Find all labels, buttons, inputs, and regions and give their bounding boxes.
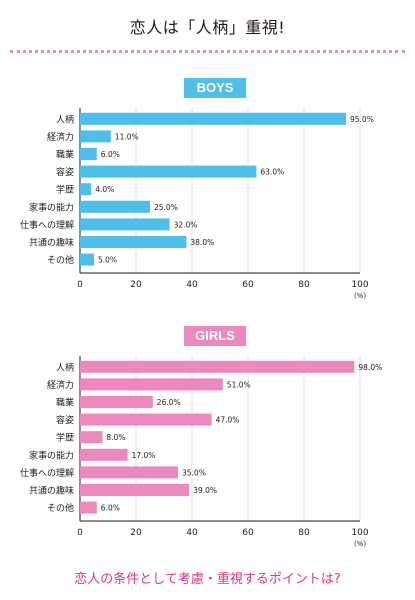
girls-bar bbox=[80, 448, 128, 461]
boys-bar bbox=[80, 183, 92, 196]
boys-bar bbox=[80, 236, 187, 248]
boys-category-label: 共通の趣味 bbox=[29, 237, 74, 249]
girls-tick-label: 80 bbox=[298, 528, 310, 538]
girls-bar bbox=[80, 484, 190, 496]
page-title: 恋人は「人柄」重視! bbox=[129, 18, 286, 37]
girls-bar bbox=[80, 466, 178, 479]
boys-bar bbox=[80, 218, 170, 231]
girls-category-label: 学歴 bbox=[56, 432, 74, 444]
girls-data-label: 51.0% bbox=[227, 380, 251, 389]
boys-category-label: 職業 bbox=[56, 149, 74, 161]
girls-data-label: 26.0% bbox=[157, 398, 181, 407]
girls-category-label: その他 bbox=[47, 502, 74, 514]
page-caption: 恋人の条件として考慮・重視するポイントは? bbox=[74, 572, 341, 587]
boys-category-label: 容姿 bbox=[56, 166, 74, 178]
boys-bar bbox=[80, 200, 150, 213]
girls-data-label: 98.0% bbox=[358, 363, 382, 372]
boys-category-label: 家事の能力 bbox=[29, 201, 74, 213]
girls-tick-label: 60 bbox=[242, 528, 254, 538]
girls-bar bbox=[80, 360, 355, 373]
boys-category-label: 仕事への理解 bbox=[20, 219, 74, 231]
boys-bar bbox=[80, 165, 257, 178]
boys-data-label: 38.0% bbox=[190, 238, 214, 247]
boys-data-label: 4.0% bbox=[95, 185, 114, 194]
boys-data-label: 11.0% bbox=[115, 132, 139, 141]
boys-tick-label: 20 bbox=[130, 280, 142, 290]
girls-category-label: 仕事への理解 bbox=[20, 467, 74, 479]
boys-category-label: 学歴 bbox=[56, 184, 74, 196]
girls-data-label: 39.0% bbox=[193, 486, 217, 495]
boys-tick-label: 80 bbox=[298, 280, 310, 290]
girls-bar bbox=[80, 431, 103, 444]
girls-category-label: 家事の能力 bbox=[29, 449, 74, 461]
girls-unit-label: (%) bbox=[354, 540, 366, 548]
girls-bar bbox=[80, 501, 97, 514]
boys-unit-label: (%) bbox=[354, 292, 366, 300]
boys-tick-label: 0 bbox=[77, 280, 83, 290]
girls-bar bbox=[80, 378, 223, 391]
girls-tick-label: 20 bbox=[130, 528, 142, 538]
boys-category-label: 人柄 bbox=[56, 113, 74, 125]
girls-data-label: 8.0% bbox=[106, 433, 125, 442]
boys-data-label: 25.0% bbox=[154, 203, 178, 212]
girls-bar bbox=[80, 413, 212, 426]
girls-category-label: 共通の趣味 bbox=[29, 485, 74, 497]
boys-bar bbox=[80, 253, 94, 266]
girls-data-label: 35.0% bbox=[182, 468, 206, 477]
girls-data-label: 6.0% bbox=[101, 504, 120, 513]
girls-category-label: 経済力 bbox=[47, 379, 74, 391]
boys-bar bbox=[80, 148, 97, 160]
girls-data-label: 47.0% bbox=[216, 416, 240, 425]
boys-data-label: 63.0% bbox=[260, 168, 284, 177]
boys-data-label: 32.0% bbox=[174, 220, 198, 229]
boys-chart: 0 20 40 60 80 100 (%) 人柄 95.0% 経済力 11.0% 職業 6.0% 容姿 63… bbox=[20, 108, 374, 300]
boys-tick-label: 100 bbox=[351, 280, 368, 290]
boys-tick-label: 40 bbox=[186, 280, 198, 290]
boys-bar bbox=[80, 130, 111, 143]
boys-data-label: 95.0% bbox=[350, 115, 374, 124]
boys-tick-label: 60 bbox=[242, 280, 254, 290]
girls-bar bbox=[80, 396, 153, 408]
girls-category-label: 人柄 bbox=[56, 361, 74, 373]
dotted-divider bbox=[10, 50, 405, 53]
boys-badge: BOYS bbox=[184, 78, 246, 98]
girls-category-label: 職業 bbox=[56, 397, 74, 409]
boys-category-label: 経済力 bbox=[47, 131, 74, 143]
boys-data-label: 6.0% bbox=[101, 150, 120, 159]
girls-tick-label: 100 bbox=[351, 528, 368, 538]
boys-data-label: 5.0% bbox=[98, 256, 117, 265]
girls-tick-label: 0 bbox=[77, 528, 83, 538]
boys-bar bbox=[80, 112, 346, 125]
girls-tick-label: 40 bbox=[186, 528, 198, 538]
girls-badge: GIRLS bbox=[184, 326, 246, 346]
boys-category-label: その他 bbox=[47, 254, 74, 266]
girls-chart: 0 20 40 60 80 100 (%) 人柄 98.0% 経済力 51.0% 職業 26.0% 容姿 4… bbox=[20, 356, 382, 548]
girls-data-label: 17.0% bbox=[132, 451, 156, 460]
girls-category-label: 容姿 bbox=[56, 414, 74, 426]
